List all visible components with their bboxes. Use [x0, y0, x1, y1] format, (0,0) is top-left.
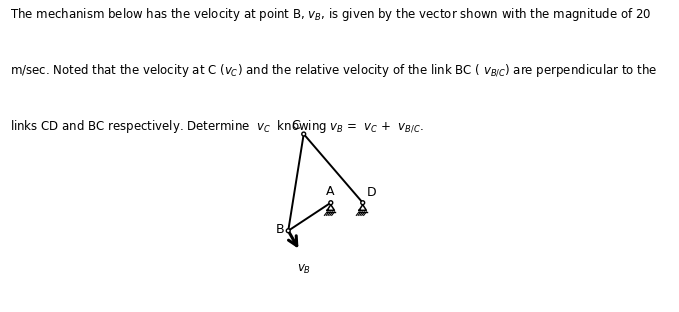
Text: The mechanism below has the velocity at point B, $v_B$, is given by the vector s: The mechanism below has the velocity at …	[10, 6, 651, 23]
Text: A: A	[325, 185, 334, 198]
Text: m/sec. Noted that the velocity at C ($v_C$) and the relative velocity of the lin: m/sec. Noted that the velocity at C ($v_…	[10, 62, 657, 79]
Text: links CD and BC respectively. Determine  $v_C$  knowing $v_B$ =  $v_C$ +  $v_{B/: links CD and BC respectively. Determine …	[10, 119, 424, 135]
Text: $v_B$: $v_B$	[297, 263, 312, 276]
Text: D: D	[367, 186, 377, 199]
Text: C: C	[291, 119, 300, 132]
Circle shape	[301, 132, 306, 136]
Circle shape	[361, 201, 365, 205]
Circle shape	[329, 201, 333, 205]
Circle shape	[287, 229, 290, 233]
Text: B: B	[276, 223, 284, 236]
